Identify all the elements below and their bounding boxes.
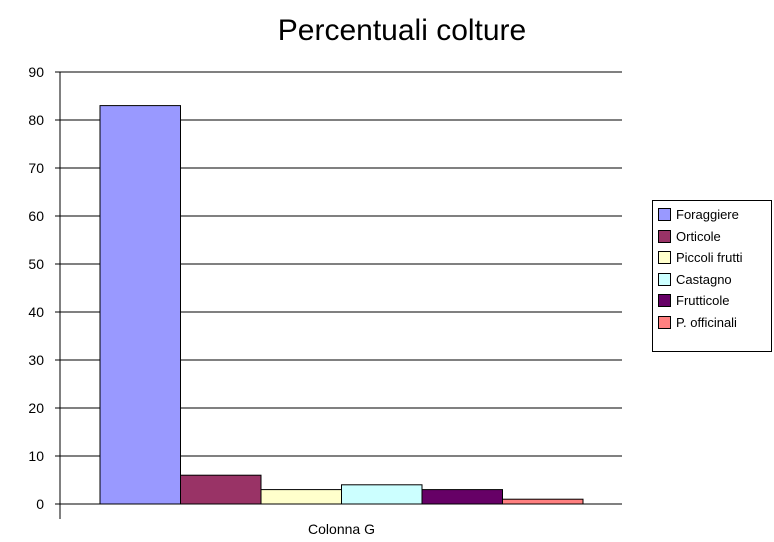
legend-swatch [658,208,671,222]
y-tick-label: 0 [36,496,44,512]
y-tick-label: 60 [28,208,44,224]
bar-piccoli-frutti [260,489,342,505]
y-tick-label: 80 [28,112,44,128]
legend-swatch [658,272,671,286]
legend-swatch [658,251,671,265]
y-tick-label: 90 [28,64,44,80]
legend-item-piccoli-frutti: Piccoli frutti [658,247,771,269]
legend-item-castagno: Castagno [658,269,771,291]
bar-p-officinali [502,498,584,505]
y-tick-label: 40 [28,304,44,320]
bar-frutticole [421,489,503,505]
y-tick-label: 10 [28,448,44,464]
legend-item-p-officinali: P. officinali [658,312,771,334]
y-tick-label: 70 [28,160,44,176]
y-axis-ticks: 0 10 20 30 40 50 60 70 80 90 [28,64,60,512]
y-tick-label: 30 [28,352,44,368]
legend-swatch [658,229,671,243]
legend-label: Foraggiere [676,207,739,223]
legend-label: Orticole [676,228,721,244]
legend-swatch [658,315,671,329]
chart-title: Percentuali colture [278,14,526,47]
x-category-label: Colonna G [308,521,375,537]
bar-foraggiere [99,105,181,505]
legend-label: Piccoli frutti [676,250,743,266]
bar-orticole [180,474,262,505]
y-tick-label: 20 [28,400,44,416]
legend-item-frutticole: Frutticole [658,290,771,312]
bar-castagno [341,484,423,505]
legend: Foraggiere Orticole Piccoli frutti Casta… [652,200,772,352]
legend-item-foraggiere: Foraggiere [658,204,771,226]
legend-label: Castagno [676,271,732,287]
legend-label: Frutticole [676,293,730,309]
legend-item-orticole: Orticole [658,226,771,248]
y-tick-label: 50 [28,256,44,272]
legend-swatch [658,294,671,308]
bars [99,105,584,505]
legend-label: P. officinali [676,314,737,330]
